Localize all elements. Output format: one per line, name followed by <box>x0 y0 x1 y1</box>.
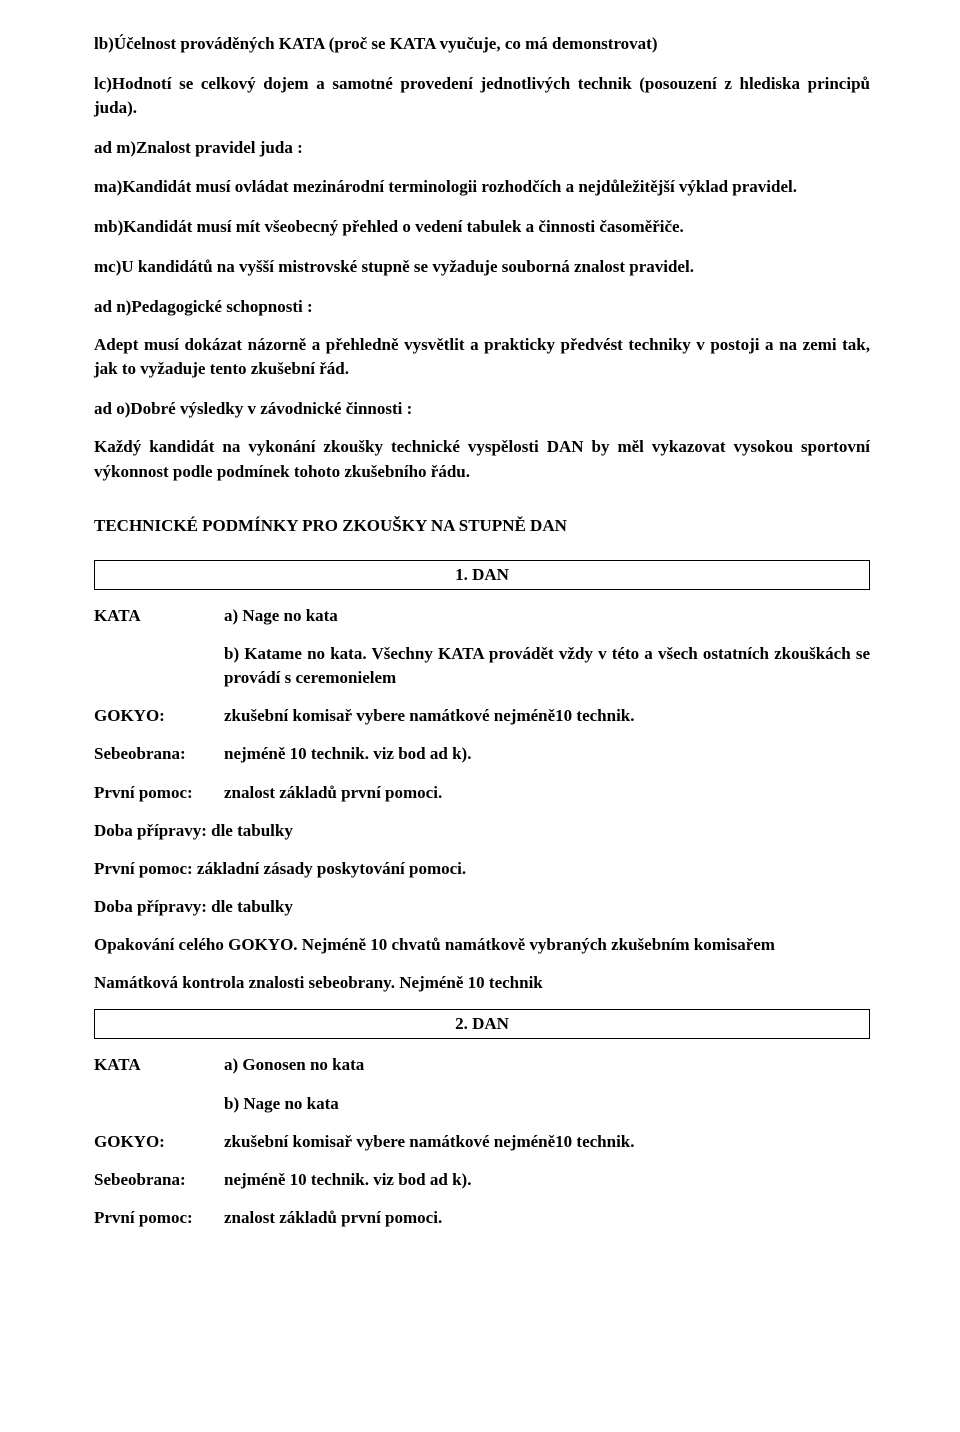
label-prvni-pomoc-2: První pomoc: <box>94 1206 224 1230</box>
line-opakovani-1: Opakování celého GOKYO. Nejméně 10 chvat… <box>94 933 870 957</box>
paragraph-adm: ad m)Znalost pravidel juda : <box>94 136 870 160</box>
label-prvni-pomoc-1: První pomoc: <box>94 781 224 805</box>
value-sebeobrana-2: nejméně 10 technik. viz bod ad k). <box>224 1168 870 1192</box>
line-prvni-pomoc-1b: První pomoc: základní zásady poskytování… <box>94 857 870 881</box>
value-prvni-pomoc-2: znalost základů první pomoci. <box>224 1206 870 1230</box>
row-kata-1: KATA a) Nage no kata <box>94 604 870 628</box>
paragraph-ado: ad o)Dobré výsledky v závodnické činnost… <box>94 397 870 421</box>
paragraph-mb: mb)Kandidát musí mít všeobecný přehled o… <box>94 215 870 239</box>
row-sebeobrana-2: Sebeobrana: nejméně 10 technik. viz bod … <box>94 1168 870 1192</box>
value-kata-b-1: b) Katame no kata. Všechny KATA provádět… <box>224 642 870 690</box>
section-title-technicke: TECHNICKÉ PODMÍNKY PRO ZKOUŠKY NA STUPNĚ… <box>94 514 870 538</box>
row-prvni-pomoc-1: První pomoc: znalost základů první pomoc… <box>94 781 870 805</box>
label-kata-2: KATA <box>94 1053 224 1077</box>
paragraph-lc: lc)Hodnotí se celkový dojem a samotné pr… <box>94 72 870 120</box>
document-page: lb)Účelnost prováděných KATA (proč se KA… <box>0 0 960 1432</box>
value-kata-a-2: a) Gonosen no kata <box>224 1053 870 1077</box>
value-gokyo-2: zkušební komisař vybere namátkové nejmén… <box>224 1130 870 1154</box>
heading-2-dan: 2. DAN <box>94 1009 870 1039</box>
label-sebeobrana-1: Sebeobrana: <box>94 742 224 766</box>
paragraph-ma: ma)Kandidát musí ovládat mezinárodní ter… <box>94 175 870 199</box>
row-prvni-pomoc-2: První pomoc: znalost základů první pomoc… <box>94 1206 870 1230</box>
line-doba-1a: Doba přípravy: dle tabulky <box>94 819 870 843</box>
label-gokyo-1: GOKYO: <box>94 704 224 728</box>
label-gokyo-2: GOKYO: <box>94 1130 224 1154</box>
paragraph-mc: mc)U kandidátů na vyšší mistrovské stupn… <box>94 255 870 279</box>
row-kata-2: KATA a) Gonosen no kata <box>94 1053 870 1077</box>
label-sebeobrana-2: Sebeobrana: <box>94 1168 224 1192</box>
paragraph-lb: lb)Účelnost prováděných KATA (proč se KA… <box>94 32 870 56</box>
row-sebeobrana-1: Sebeobrana: nejméně 10 technik. viz bod … <box>94 742 870 766</box>
value-kata-a-1: a) Nage no kata <box>224 604 870 628</box>
paragraph-kazdy: Každý kandidát na vykonání zkoušky techn… <box>94 435 870 483</box>
heading-1-dan: 1. DAN <box>94 560 870 590</box>
label-kata-1: KATA <box>94 604 224 628</box>
paragraph-adept: Adept musí dokázat názorně a přehledně v… <box>94 333 870 381</box>
value-kata-b-2: b) Nage no kata <box>224 1092 870 1116</box>
value-sebeobrana-1: nejméně 10 technik. viz bod ad k). <box>224 742 870 766</box>
value-prvni-pomoc-1: znalost základů první pomoci. <box>224 781 870 805</box>
value-gokyo-1: zkušební komisař vybere namátkové nejmén… <box>224 704 870 728</box>
line-namatkova-1: Namátková kontrola znalosti sebeobrany. … <box>94 971 870 995</box>
paragraph-adn: ad n)Pedagogické schopnosti : <box>94 295 870 319</box>
row-gokyo-1: GOKYO: zkušební komisař vybere namátkové… <box>94 704 870 728</box>
row-gokyo-2: GOKYO: zkušební komisař vybere namátkové… <box>94 1130 870 1154</box>
line-doba-1b: Doba přípravy: dle tabulky <box>94 895 870 919</box>
